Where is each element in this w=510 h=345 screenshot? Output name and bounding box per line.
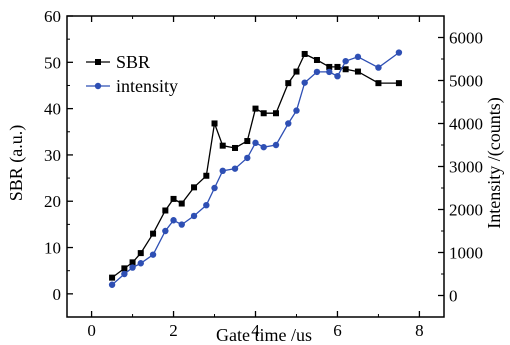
series-layer	[108, 49, 403, 288]
data-point-intensity	[293, 107, 300, 114]
data-point-sbr	[121, 265, 128, 272]
x-axis-ticks: 0 2 4 6 8	[87, 16, 424, 340]
x-tick-label: 4	[251, 321, 260, 340]
data-point-intensity	[272, 141, 280, 149]
right-y-tick-label: 0	[449, 287, 458, 306]
data-point-intensity	[244, 154, 251, 162]
data-point-sbr	[178, 200, 185, 207]
right-y-tick-label: 1000	[449, 244, 483, 263]
data-point-intensity	[285, 120, 292, 127]
left-y-axis-ticks: 0 10 20 30 40 50 60	[44, 7, 73, 304]
data-point-sbr	[260, 110, 267, 117]
data-point-sbr	[162, 207, 169, 214]
x-axis-label: Gate time /us	[216, 325, 312, 345]
data-point-intensity	[203, 202, 210, 209]
left-y-axis-label: SBR (a.u.)	[6, 125, 27, 202]
right-y-axis-label: Intensity /(counts)	[484, 97, 505, 228]
data-point-sbr	[395, 80, 402, 87]
data-point-sbr	[129, 259, 136, 266]
data-point-intensity	[301, 79, 308, 86]
x-tick-label: 6	[333, 321, 342, 340]
left-y-tick-label: 50	[44, 53, 61, 72]
x-tick-label: 8	[415, 321, 424, 340]
right-y-tick-label: 4000	[449, 115, 483, 134]
data-point-sbr	[170, 195, 177, 202]
data-point-sbr	[137, 250, 144, 257]
data-point-intensity	[260, 143, 267, 151]
data-point-sbr	[342, 66, 349, 73]
data-point-sbr	[244, 138, 251, 145]
data-point-intensity	[326, 68, 333, 76]
data-point-sbr	[334, 63, 341, 70]
data-point-sbr	[313, 56, 320, 63]
data-point-intensity	[252, 139, 259, 147]
x-tick-label: 0	[87, 321, 96, 340]
series-intensity	[108, 49, 403, 288]
left-y-tick-label: 0	[53, 285, 62, 304]
data-point-sbr	[272, 110, 279, 117]
data-point-sbr	[285, 80, 292, 87]
data-point-sbr	[354, 68, 361, 75]
right-y-tick-label: 3000	[449, 158, 483, 177]
right-y-tick-label: 2000	[449, 201, 483, 220]
legend-marker	[94, 82, 102, 90]
legend-label: intensity	[116, 76, 178, 96]
data-point-sbr	[150, 230, 157, 237]
data-point-sbr	[203, 172, 210, 179]
data-point-intensity	[108, 281, 116, 288]
data-point-intensity	[190, 212, 198, 220]
right-y-tick-label: 6000	[449, 29, 483, 48]
data-point-intensity	[162, 227, 169, 235]
data-point-sbr	[109, 274, 116, 281]
left-y-tick-label: 60	[44, 7, 61, 26]
data-point-intensity	[334, 73, 341, 80]
left-y-tick-label: 10	[44, 239, 61, 258]
data-point-intensity	[170, 217, 177, 224]
data-point-intensity	[395, 49, 403, 56]
data-point-intensity	[178, 221, 185, 228]
data-point-intensity	[211, 184, 218, 192]
data-point-sbr	[211, 120, 218, 127]
data-point-sbr	[191, 184, 198, 191]
data-point-intensity	[354, 53, 362, 61]
data-point-sbr	[232, 144, 239, 151]
data-point-intensity	[313, 68, 321, 76]
data-point-intensity	[219, 167, 226, 174]
right-y-tick-label: 5000	[449, 72, 483, 91]
right-y-axis-ticks: 0 1000 2000 3000 4000 5000 6000	[438, 29, 483, 306]
data-point-sbr	[375, 80, 382, 87]
data-point-sbr	[293, 68, 300, 75]
legend-label: SBR	[116, 52, 150, 72]
data-point-intensity	[129, 264, 136, 271]
left-y-tick-label: 30	[44, 146, 61, 165]
left-y-tick-label: 40	[44, 100, 61, 119]
left-y-tick-label: 20	[44, 192, 61, 211]
legend: SBR intensity	[86, 52, 178, 96]
data-point-intensity	[375, 64, 382, 71]
data-point-intensity	[149, 251, 157, 258]
data-point-intensity	[342, 57, 349, 65]
data-point-intensity	[137, 260, 144, 267]
data-point-sbr	[219, 142, 226, 149]
data-point-sbr	[326, 63, 333, 70]
data-point-sbr	[301, 50, 308, 57]
series-sbr	[109, 50, 402, 281]
data-point-intensity	[121, 270, 128, 278]
data-point-intensity	[231, 165, 239, 172]
legend-marker	[95, 59, 101, 65]
x-tick-label: 2	[169, 321, 178, 340]
data-point-sbr	[252, 105, 259, 112]
